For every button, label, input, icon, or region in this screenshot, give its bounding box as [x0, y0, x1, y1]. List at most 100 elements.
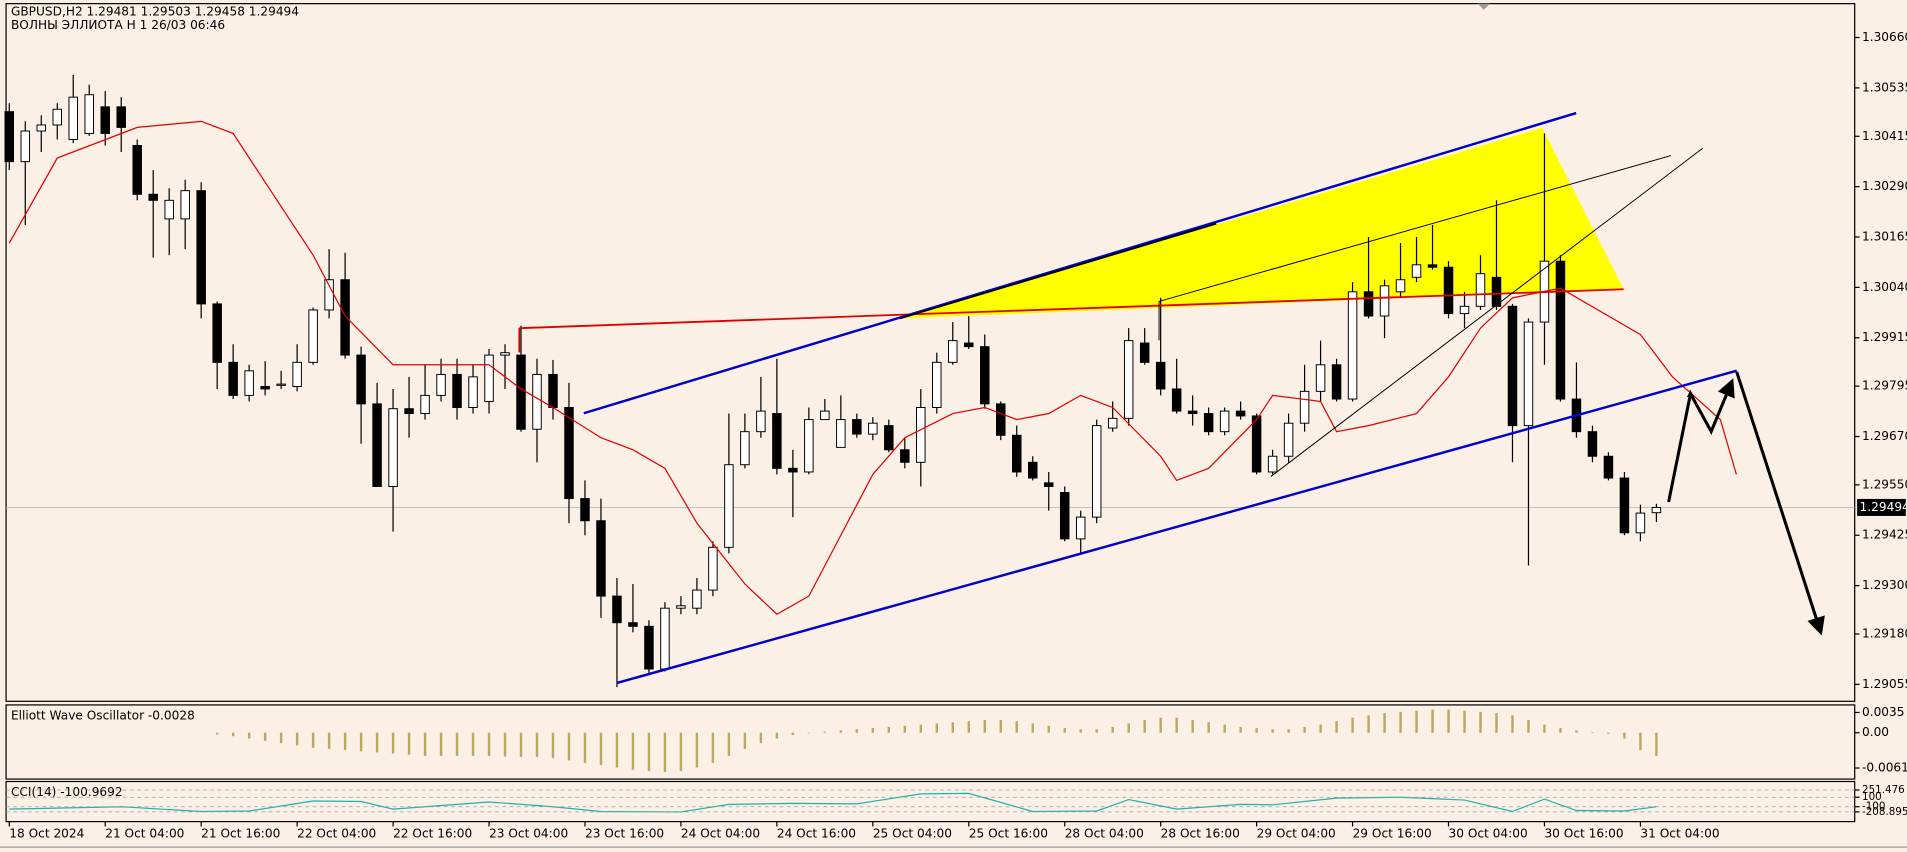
candle-body [244, 370, 254, 396]
candle-body [276, 383, 286, 386]
oscillator-bar [1047, 725, 1050, 733]
oscillator-bar [1079, 729, 1082, 733]
x-tick-label: 22 Oct 16:00 [393, 826, 472, 840]
candle-body [692, 589, 702, 609]
candle-body [836, 419, 846, 448]
oscillator-bar [743, 732, 747, 749]
oscillator-bar [455, 732, 459, 756]
oscillator-bar [1511, 715, 1514, 733]
oscillator-bar [231, 732, 235, 737]
candle-body [1603, 455, 1614, 479]
oscillator-bar [1015, 721, 1018, 733]
oscillator-bar [1623, 732, 1626, 739]
oscillator-bar [631, 732, 635, 770]
candle-body [1043, 482, 1054, 487]
data-marks [4, 74, 1855, 813]
black-line [1158, 155, 1672, 302]
oscillator-bar [775, 732, 779, 739]
cci-title: CCI(14) -100.9692 [11, 785, 123, 799]
oscillator-bar [503, 732, 507, 757]
chart-subtitle: ВОЛНЫ ЭЛЛИОТА Н 1 26/03 06:46 [11, 18, 225, 32]
red-line [519, 288, 1624, 330]
oscillator-bar [311, 732, 315, 748]
oscillator-bar [1655, 732, 1658, 756]
oscillator-bar [1239, 726, 1242, 733]
candle-body [580, 498, 590, 522]
oscillator-bar [535, 732, 539, 758]
candle-body [820, 410, 830, 421]
y-tick-label: 1.30415 [1862, 129, 1907, 143]
candle-body [1363, 291, 1374, 317]
y-tick-label: -100 [1862, 801, 1885, 813]
y-tick-label: -208.895 [1862, 806, 1907, 818]
oscillator-bar [903, 725, 907, 733]
moving-average [8, 120, 1737, 615]
oscillator-bar [1431, 709, 1434, 733]
oscillator-bar [823, 731, 827, 733]
oscillator-bar [551, 732, 555, 759]
oscillator-bar [1335, 721, 1338, 733]
oscillator-bar [1175, 717, 1178, 733]
candle-body [1123, 340, 1134, 419]
candle-body [324, 279, 334, 311]
y-tick-label: 1.30040 [1862, 280, 1907, 294]
candle-body [356, 354, 366, 405]
candle-body [484, 354, 494, 402]
candle-body [708, 546, 718, 591]
x-tick-label: 30 Oct 16:00 [1544, 826, 1623, 840]
y-tick-label: -0.0061 [1862, 761, 1907, 775]
candle-body [868, 422, 878, 435]
y-tick-label: 1.29180 [1862, 626, 1907, 640]
x-tick-label: 24 Oct 16:00 [777, 826, 856, 840]
y-tick-label: 1.29915 [1862, 330, 1907, 344]
candle-body [1203, 413, 1214, 433]
down-arrow [1735, 371, 1825, 636]
candle-body [148, 193, 158, 201]
y-tick-label: 0.0035 [1862, 705, 1904, 719]
y-tick-label: 0.00 [1862, 725, 1889, 739]
candle-body [68, 96, 78, 140]
candle-body [180, 190, 190, 220]
x-tick-label: 28 Oct 04:00 [1065, 826, 1144, 840]
oscillator-bar [1111, 726, 1114, 733]
candle-body [852, 419, 862, 435]
oscillator-bar [1447, 709, 1450, 733]
oscillator-panel [5, 704, 1856, 780]
candle-body [292, 361, 302, 388]
oscillator-title: Elliott Wave Oscillator -0.0028 [11, 708, 195, 722]
oscillator-bar [327, 732, 331, 749]
candle-body [1411, 264, 1422, 278]
candle-body [548, 373, 558, 408]
background-objects [899, 127, 1624, 319]
oscillator-bar [215, 732, 219, 735]
oscillator-bar [407, 732, 411, 755]
candle-body [1491, 276, 1502, 307]
x-tick-label: 31 Oct 04:00 [1640, 826, 1719, 840]
y-tick-label: 251.476 [1862, 784, 1905, 796]
oscillator-bar [295, 732, 299, 746]
x-tick-label: 25 Oct 16:00 [969, 826, 1048, 840]
oscillator-bar [759, 732, 763, 744]
candle-body [1267, 455, 1278, 473]
black-segment [899, 222, 1217, 320]
oscillator-bar [247, 732, 251, 739]
candle-body [1219, 410, 1230, 433]
candle-body [196, 190, 206, 305]
candle-body [916, 407, 926, 463]
oscillator-bar [1127, 723, 1130, 733]
candle-body [788, 467, 798, 473]
candle-body [1459, 305, 1470, 315]
oscillator-bar [519, 732, 523, 758]
oscillator-bar [343, 732, 347, 751]
candle-body [20, 130, 31, 163]
candle-body [4, 111, 15, 163]
oscillator-bar [1031, 723, 1034, 733]
candle-body [1155, 361, 1166, 390]
cci-line [9, 792, 1657, 813]
y-tick-label: 100 [1862, 791, 1882, 803]
candle-body [52, 108, 62, 126]
black-line [1270, 147, 1703, 477]
candle-body [612, 595, 622, 624]
oscillator-bar [1319, 724, 1322, 733]
oscillator-bar [871, 728, 875, 733]
